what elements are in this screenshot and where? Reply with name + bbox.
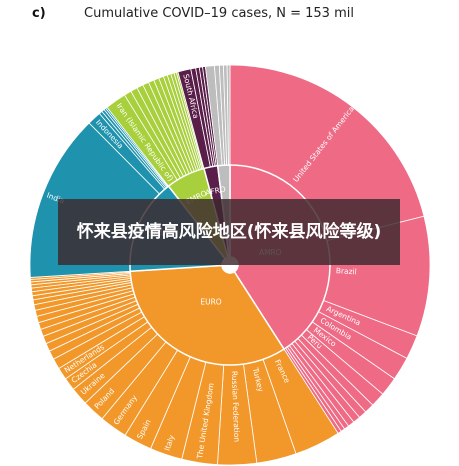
country-label-russian-federation: Russian Federation (230, 371, 242, 443)
region-ring (129, 164, 331, 366)
chart-title: Cumulative COVID–19 cases, N = 153 mil (84, 6, 354, 21)
region-label-afro: AFRO (205, 184, 227, 197)
region-slice-euro (129, 264, 286, 366)
panel-label: c) (32, 6, 46, 21)
country-label-brazil: Brazil (336, 266, 357, 276)
region-label-euro: EURO (200, 297, 221, 306)
banner-text: 怀来县疫情高风险地区(怀来县风险等级) (76, 222, 382, 242)
country-ring (29, 64, 431, 466)
overlay-banner: 怀来县疫情高风险地区(怀来县风险等级) (58, 199, 400, 265)
